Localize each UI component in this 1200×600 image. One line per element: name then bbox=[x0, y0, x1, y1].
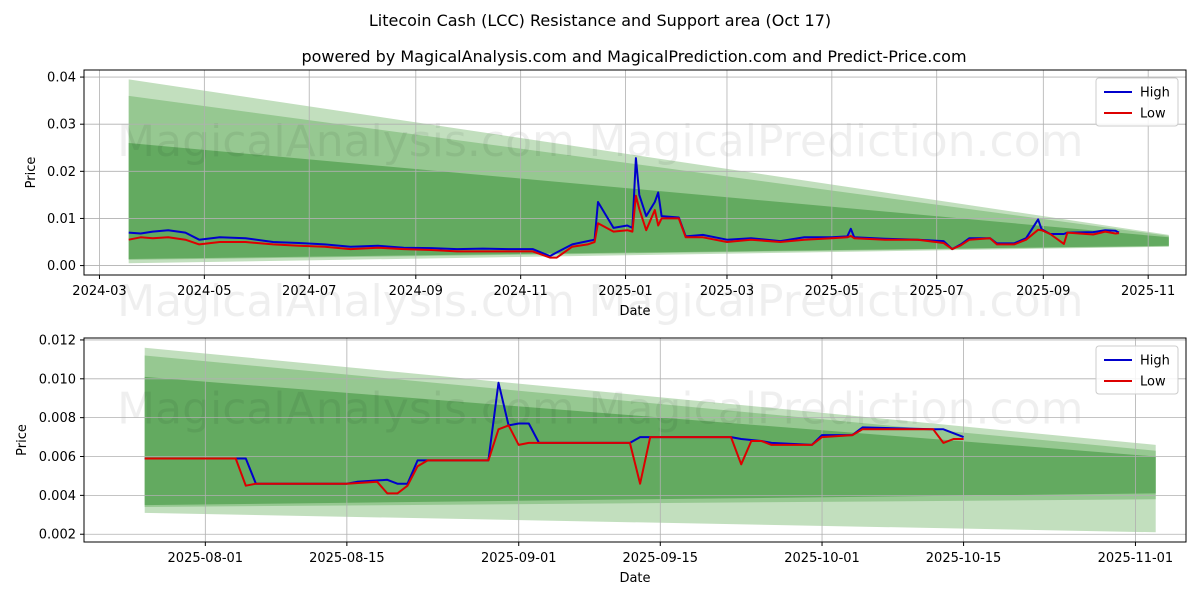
x-tick-label: 2024-03 bbox=[72, 284, 126, 299]
grid bbox=[84, 338, 1186, 542]
legend-label: High bbox=[1140, 86, 1170, 101]
x-tick-label: 2025-01 bbox=[598, 284, 652, 299]
x-axis: 2024-03 2024-05 2024-07 2024-09 2024-11 2025-… bbox=[72, 275, 1175, 319]
watermark-text: MagicalAnalysis.com bbox=[117, 276, 575, 327]
x-tick-label: 2025-11 bbox=[1121, 284, 1175, 299]
y-axis-label: Price bbox=[24, 157, 39, 189]
bottom-panel: MagicalAnalysis.com MagicalPrediction.com… bbox=[15, 333, 1187, 586]
y-tick-label: 0.012 bbox=[39, 333, 76, 348]
legend-label: Low bbox=[1140, 375, 1166, 390]
x-tick-label: 2025-08-15 bbox=[309, 551, 385, 566]
y-tick-label: 0.010 bbox=[39, 372, 76, 387]
watermark-text: MagicalPrediction.com bbox=[589, 384, 1084, 435]
y-tick-label: 0.02 bbox=[47, 165, 76, 180]
chart-subtitle: powered by MagicalAnalysis.com and Magic… bbox=[301, 47, 966, 66]
x-tick-label: 2025-05 bbox=[805, 284, 859, 299]
watermarks: MagicalAnalysis.com MagicalPrediction.com bbox=[117, 384, 1083, 435]
y-axis-label: Price bbox=[15, 424, 30, 456]
x-tick-label: 2025-10-15 bbox=[926, 551, 1002, 566]
series-lines bbox=[128, 157, 1120, 259]
y-tick-label: 0.004 bbox=[39, 489, 76, 504]
x-tick-label: 2025-07 bbox=[910, 284, 964, 299]
x-axis-label: Date bbox=[619, 304, 650, 319]
y-axis: 0.00 0.01 0.02 0.03 0.04 Price bbox=[24, 71, 84, 274]
y-tick-label: 0.006 bbox=[39, 450, 76, 465]
y-tick-label: 0.002 bbox=[39, 528, 76, 543]
x-tick-label: 2025-09 bbox=[1016, 284, 1070, 299]
x-tick-label: 2024-09 bbox=[389, 284, 443, 299]
watermark-text: MagicalAnalysis.com bbox=[117, 116, 575, 167]
chart-title: Litecoin Cash (LCC) Resistance and Suppo… bbox=[369, 11, 831, 30]
series-line-high bbox=[144, 381, 964, 485]
y-tick-label: 0.008 bbox=[39, 411, 76, 426]
legend-label: High bbox=[1140, 354, 1170, 369]
band-dark bbox=[128, 143, 1169, 259]
x-tick-label: 2025-09-01 bbox=[481, 551, 557, 566]
legend: High Low bbox=[1095, 345, 1179, 395]
series-lines bbox=[144, 381, 964, 495]
watermark-text: MagicalPrediction.com bbox=[589, 276, 1084, 327]
x-tick-label: 2025-10-01 bbox=[784, 551, 860, 566]
y-tick-label: 0.01 bbox=[47, 212, 76, 227]
legend-label: Low bbox=[1140, 107, 1166, 122]
watermarks: MagicalAnalysis.com MagicalPrediction.com… bbox=[117, 116, 1083, 327]
x-tick-label: 2024-05 bbox=[177, 284, 231, 299]
x-tick-label: 2025-11-01 bbox=[1098, 551, 1174, 566]
plot-frame bbox=[83, 69, 1187, 276]
x-tick-label: 2024-11 bbox=[494, 284, 548, 299]
x-tick-label: 2024-07 bbox=[282, 284, 336, 299]
y-tick-label: 0.00 bbox=[47, 259, 76, 274]
x-axis-label: Date bbox=[619, 571, 650, 586]
x-axis: 2025-08-01 2025-08-15 2025-09-01 2025-09-15… bbox=[168, 542, 1174, 586]
x-tick-label: 2025-09-15 bbox=[622, 551, 698, 566]
series-line-low bbox=[128, 194, 1120, 259]
watermark-text: MagicalPrediction.com bbox=[589, 116, 1084, 167]
y-tick-label: 0.04 bbox=[47, 71, 76, 86]
plot-frame bbox=[83, 337, 1187, 543]
watermark-text: MagicalAnalysis.com bbox=[117, 384, 575, 435]
x-tick-label: 2025-08-01 bbox=[168, 551, 244, 566]
legend: High Low bbox=[1095, 77, 1179, 127]
x-tick-label: 2025-03 bbox=[700, 284, 754, 299]
y-tick-label: 0.03 bbox=[47, 118, 76, 133]
series-line-low bbox=[144, 424, 964, 495]
y-axis: 0.002 0.004 0.006 0.008 0.010 0.012 Price bbox=[15, 333, 84, 543]
top-panel: MagicalAnalysis.com MagicalPrediction.com… bbox=[24, 69, 1187, 327]
